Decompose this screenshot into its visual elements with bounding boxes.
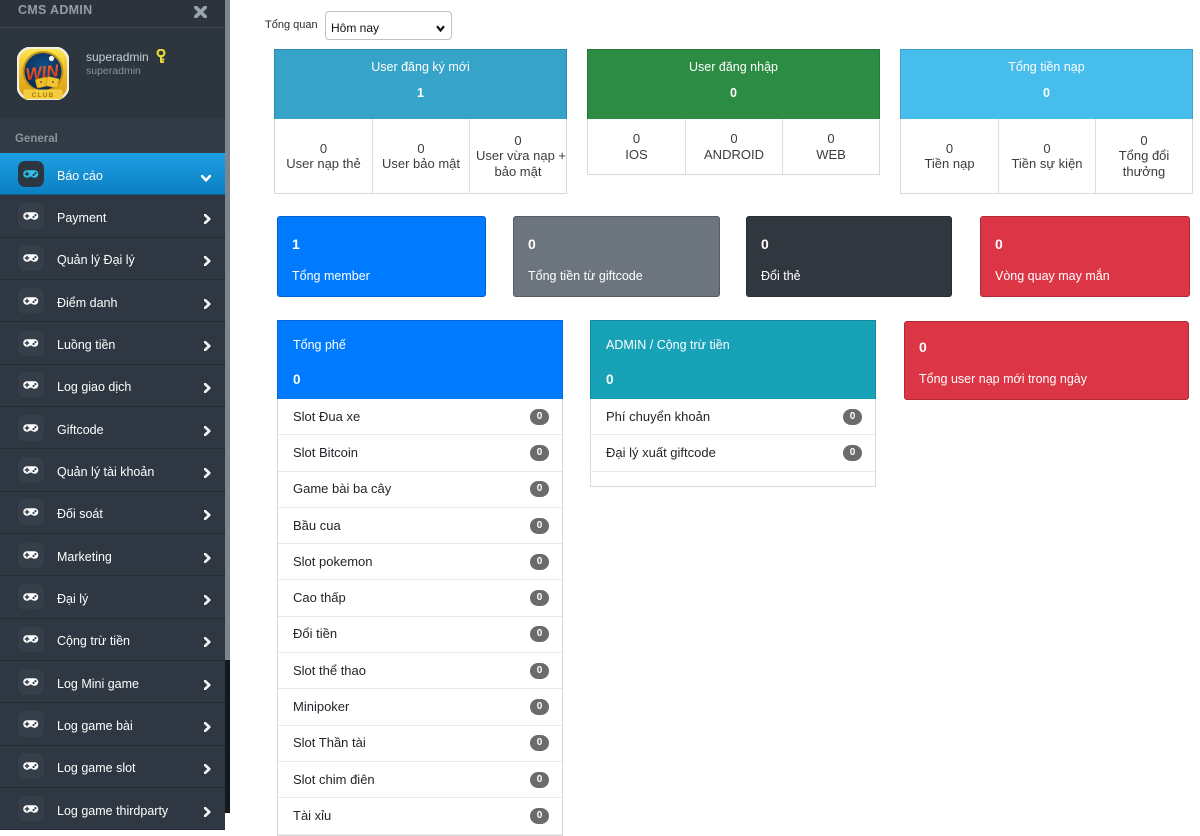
svg-text:CLUB: CLUB	[32, 92, 55, 99]
